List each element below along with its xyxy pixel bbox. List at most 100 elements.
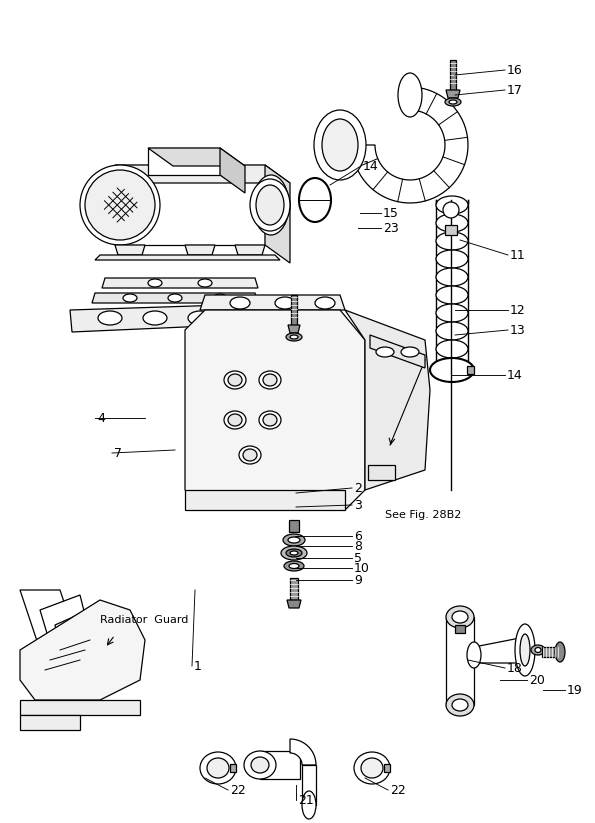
Ellipse shape (361, 758, 383, 778)
Ellipse shape (275, 297, 295, 309)
Polygon shape (115, 165, 265, 245)
Text: 9: 9 (354, 574, 362, 587)
Polygon shape (288, 325, 300, 333)
Text: 6: 6 (354, 529, 362, 542)
Ellipse shape (198, 279, 212, 287)
Ellipse shape (188, 311, 212, 325)
Text: 11: 11 (510, 249, 526, 262)
Polygon shape (115, 165, 290, 183)
Ellipse shape (281, 546, 307, 560)
Text: 5: 5 (354, 551, 362, 565)
Ellipse shape (228, 414, 242, 426)
Ellipse shape (263, 414, 277, 426)
Text: 18: 18 (507, 662, 523, 675)
Ellipse shape (263, 374, 277, 386)
Ellipse shape (376, 347, 394, 357)
Polygon shape (20, 700, 140, 715)
Ellipse shape (436, 340, 468, 358)
Polygon shape (20, 590, 80, 650)
Text: 7: 7 (114, 447, 122, 459)
Ellipse shape (436, 232, 468, 250)
Polygon shape (185, 490, 345, 510)
Ellipse shape (286, 333, 302, 341)
Text: 19: 19 (567, 683, 583, 696)
Text: 17: 17 (507, 83, 523, 96)
Ellipse shape (322, 119, 358, 171)
Ellipse shape (398, 73, 422, 117)
Ellipse shape (253, 175, 289, 235)
Ellipse shape (244, 751, 276, 779)
Polygon shape (345, 310, 430, 490)
Polygon shape (220, 148, 245, 193)
Text: 3: 3 (354, 499, 362, 512)
Ellipse shape (288, 537, 300, 543)
Polygon shape (200, 295, 345, 310)
Polygon shape (291, 295, 297, 325)
Text: 22: 22 (390, 783, 406, 797)
Polygon shape (185, 310, 365, 510)
Polygon shape (542, 647, 560, 657)
Ellipse shape (168, 294, 182, 302)
Ellipse shape (224, 411, 246, 429)
Ellipse shape (436, 286, 468, 304)
Ellipse shape (467, 642, 481, 668)
Ellipse shape (259, 411, 281, 429)
Ellipse shape (446, 606, 474, 628)
Polygon shape (302, 765, 316, 805)
Polygon shape (445, 225, 457, 235)
Text: 23: 23 (383, 221, 399, 235)
Polygon shape (290, 739, 316, 765)
Ellipse shape (445, 98, 461, 106)
Polygon shape (40, 595, 95, 660)
Text: 22: 22 (230, 783, 246, 797)
Ellipse shape (315, 297, 335, 309)
Text: 13: 13 (510, 323, 526, 337)
Polygon shape (148, 148, 220, 175)
Ellipse shape (443, 202, 459, 218)
Polygon shape (467, 366, 474, 374)
Ellipse shape (85, 170, 155, 240)
Ellipse shape (401, 347, 419, 357)
Ellipse shape (302, 791, 316, 819)
Ellipse shape (243, 449, 257, 461)
Text: 4: 4 (97, 412, 105, 425)
Ellipse shape (230, 297, 250, 309)
Ellipse shape (449, 100, 457, 104)
Ellipse shape (224, 371, 246, 389)
Polygon shape (55, 605, 110, 672)
Polygon shape (368, 465, 395, 480)
Text: 15: 15 (383, 207, 399, 220)
Ellipse shape (555, 642, 565, 662)
Polygon shape (290, 578, 298, 600)
Ellipse shape (286, 549, 302, 557)
Ellipse shape (520, 634, 530, 666)
Text: 12: 12 (510, 304, 526, 317)
Polygon shape (287, 600, 301, 608)
Polygon shape (352, 87, 468, 203)
Polygon shape (148, 148, 245, 166)
Polygon shape (115, 245, 145, 255)
Polygon shape (235, 245, 265, 255)
Polygon shape (289, 520, 299, 532)
Ellipse shape (436, 268, 468, 286)
Polygon shape (265, 165, 290, 263)
Polygon shape (20, 600, 145, 700)
Ellipse shape (98, 311, 122, 325)
Text: 2: 2 (354, 481, 362, 495)
Polygon shape (474, 637, 525, 663)
Ellipse shape (535, 648, 541, 653)
Text: 16: 16 (507, 63, 523, 77)
Text: See Fig. 28B2: See Fig. 28B2 (385, 510, 461, 520)
Polygon shape (446, 617, 474, 705)
Ellipse shape (266, 187, 290, 223)
Ellipse shape (446, 694, 474, 716)
Ellipse shape (290, 551, 298, 555)
Ellipse shape (354, 752, 390, 784)
Ellipse shape (259, 371, 281, 389)
Text: 20: 20 (529, 673, 545, 686)
Ellipse shape (314, 110, 366, 180)
Polygon shape (70, 305, 230, 332)
Ellipse shape (256, 185, 284, 225)
Polygon shape (370, 335, 425, 368)
Polygon shape (450, 60, 456, 90)
